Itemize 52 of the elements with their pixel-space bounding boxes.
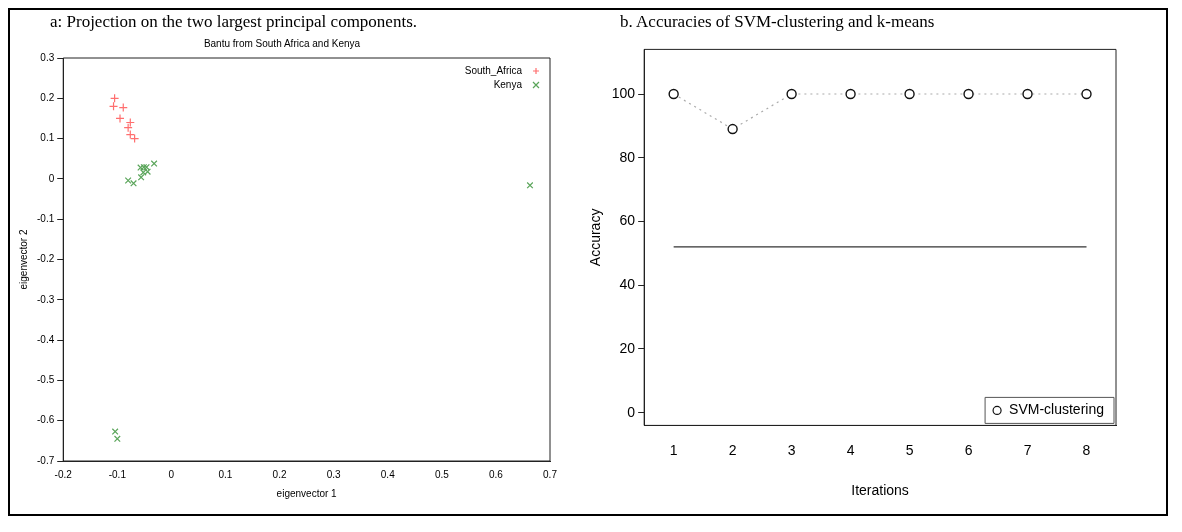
y-tick-label: -0.2 — [37, 253, 55, 265]
x-tick-label: 0.7 — [543, 468, 558, 480]
y-tick-label: 0 — [48, 172, 55, 184]
y-tick-label: 60 — [619, 212, 636, 229]
point — [130, 179, 137, 187]
x-tick-label: 0.4 — [380, 468, 396, 480]
x-tick-label: 2 — [728, 441, 737, 458]
y-axis-title: eigenvector 2 — [17, 229, 29, 290]
point — [150, 160, 158, 168]
y-tick-label: 80 — [619, 148, 636, 165]
x-tick-label: 0.1 — [218, 468, 233, 480]
text: a: Projection on the two largest principal components. — [49, 11, 418, 33]
y-tick-label: -0.7 — [37, 454, 55, 466]
x-tick-label: -0.1 — [108, 468, 127, 480]
point — [137, 173, 145, 181]
x-tick-label: 0.5 — [434, 468, 450, 480]
y-tick-label: -0.3 — [37, 293, 55, 305]
y-tick-label: 0 — [627, 403, 636, 420]
x-tick-label: 7 — [1023, 441, 1032, 458]
x-tick-label: 4 — [846, 441, 855, 458]
y-tick-label: 40 — [619, 276, 636, 293]
chart-title: b. Accuracies of SVM-clustering and k-means — [619, 11, 936, 33]
legend-label: Kenya — [493, 78, 523, 90]
legend-label: SVM-clustering — [1009, 401, 1104, 418]
x-tick-label: 0.2 — [272, 468, 287, 480]
point — [526, 181, 534, 189]
x-tick-label: 8 — [1082, 441, 1091, 458]
x-axis-title: eigenvector 1 — [276, 487, 338, 499]
y-tick-label: -0.6 — [37, 414, 55, 426]
y-tick-label: -0.5 — [37, 374, 55, 386]
y-tick-label: 0.3 — [40, 51, 55, 63]
x-tick-label: 0.3 — [326, 468, 342, 480]
x-tick-label: 5 — [905, 441, 914, 458]
x-tick-label: 0 — [168, 468, 175, 480]
x-tick-label: 1 — [669, 441, 678, 458]
x-tick-label: -0.2 — [54, 468, 73, 480]
legend-label: South_Africa — [464, 64, 523, 76]
x-tick-label: 0.6 — [488, 468, 504, 480]
point — [124, 177, 132, 184]
x-tick-label: 6 — [964, 441, 973, 458]
point — [115, 113, 125, 124]
y-axis-title: Accuracy — [587, 208, 604, 267]
x-axis-title: Iterations — [851, 482, 909, 499]
y-tick-label: 0.1 — [40, 132, 55, 144]
y-tick-label: 100 — [611, 84, 636, 101]
point — [123, 123, 133, 133]
chart-title: Bantu from South Africa and Kenya — [203, 37, 361, 49]
y-tick-label: -0.4 — [37, 333, 55, 345]
y-tick-label: 20 — [619, 339, 636, 356]
y-tick-label: 0.2 — [40, 92, 55, 104]
y-tick-label: -0.1 — [37, 212, 55, 224]
x-tick-label: 3 — [787, 441, 796, 458]
